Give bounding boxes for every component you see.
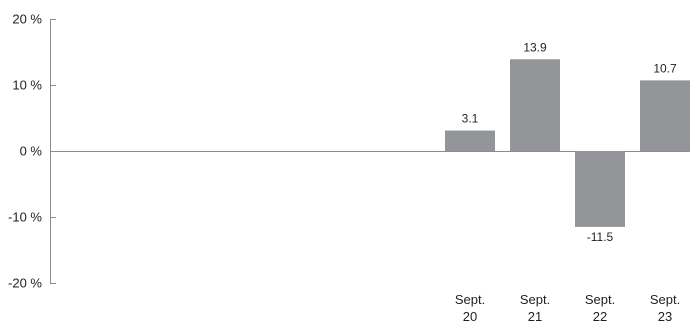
data-label: 13.9 bbox=[523, 40, 547, 54]
data-label: 3.1 bbox=[462, 112, 479, 126]
y-axis: 20 % 10 % 0 % -10 % -20 % bbox=[8, 12, 56, 291]
bar bbox=[575, 151, 625, 227]
y-tick-label: -10 % bbox=[8, 210, 42, 225]
data-label: -11.5 bbox=[587, 230, 614, 244]
bar bbox=[640, 80, 690, 151]
y-tick-label: -20 % bbox=[8, 276, 42, 291]
x-tick-label: Sept. 23 bbox=[649, 292, 681, 324]
y-tick-label: 10 % bbox=[12, 78, 42, 93]
x-tick-label: Sept. 21 bbox=[519, 292, 551, 324]
bar bbox=[445, 130, 495, 151]
y-tick-label: 20 % bbox=[12, 12, 42, 27]
x-tick-label: Sept. 20 bbox=[454, 292, 486, 324]
x-tick-label: Sept. 22 bbox=[584, 292, 616, 324]
data-label: 10.7 bbox=[653, 61, 677, 75]
bar bbox=[510, 59, 560, 152]
y-tick-label: 0 % bbox=[20, 144, 43, 159]
bars: 3.1 13.9 -11.5 10.7 bbox=[445, 40, 690, 244]
